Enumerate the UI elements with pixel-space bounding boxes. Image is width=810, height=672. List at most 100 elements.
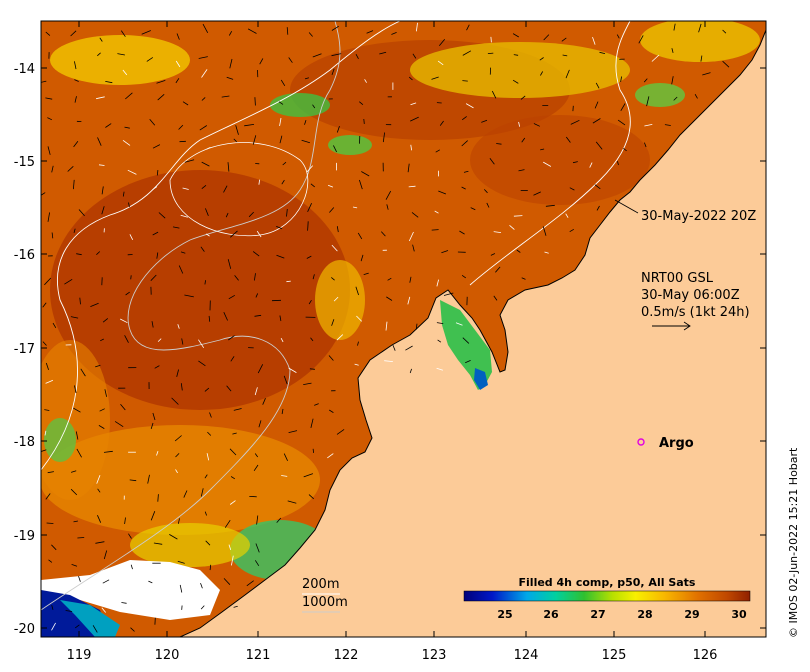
current-vector xyxy=(47,212,50,222)
current-vector xyxy=(623,147,627,152)
current-vector xyxy=(141,30,151,35)
current-vector xyxy=(646,96,650,107)
current-vector xyxy=(465,103,474,109)
current-vector xyxy=(225,212,229,218)
current-vector xyxy=(436,279,439,287)
current-vector xyxy=(328,355,334,361)
current-vector xyxy=(545,204,555,207)
current-vector xyxy=(44,430,47,436)
current-vector xyxy=(540,148,545,151)
current-vector xyxy=(45,31,51,36)
current-vector xyxy=(47,117,53,121)
current-vector xyxy=(379,51,387,55)
current-vector xyxy=(673,96,678,101)
current-vector xyxy=(255,293,259,298)
current-vector xyxy=(431,229,439,231)
current-vector xyxy=(232,432,237,435)
current-vector xyxy=(70,30,77,37)
current-vector xyxy=(204,474,208,479)
current-vector xyxy=(366,30,374,34)
current-vector xyxy=(73,179,75,190)
current-vector xyxy=(364,79,367,83)
current-vector xyxy=(327,184,334,188)
current-vector xyxy=(303,382,312,385)
current-vector xyxy=(128,533,132,539)
current-vector xyxy=(415,323,418,330)
current-vector xyxy=(262,398,266,405)
current-vector xyxy=(331,319,335,326)
coastline xyxy=(179,29,766,637)
current-vector xyxy=(620,76,622,82)
current-vector xyxy=(180,251,186,254)
current-vector xyxy=(122,139,131,146)
current-vector xyxy=(569,187,575,191)
current-vector xyxy=(175,453,180,458)
current-vector xyxy=(202,23,209,33)
current-vector xyxy=(542,226,547,236)
current-vector xyxy=(382,132,385,143)
current-vector xyxy=(45,97,53,100)
current-vector xyxy=(592,36,596,45)
current-vector xyxy=(516,249,521,253)
current-vector xyxy=(310,183,315,188)
current-vector xyxy=(78,575,81,582)
current-vector xyxy=(594,184,601,190)
current-vector xyxy=(301,139,311,144)
current-vector xyxy=(235,125,239,135)
current-vector xyxy=(533,123,540,127)
current-vector xyxy=(178,518,180,524)
colorbar-ticks: 25 26 27 28 29 30 xyxy=(497,608,747,621)
argo-label: Argo xyxy=(659,436,694,451)
current-vector xyxy=(44,409,50,411)
current-vector xyxy=(392,344,396,351)
current-vector xyxy=(288,367,297,373)
current-vector xyxy=(152,144,161,149)
current-vector xyxy=(179,584,183,593)
current-vector xyxy=(561,37,567,42)
current-vector xyxy=(438,39,446,47)
current-vector xyxy=(409,368,412,374)
current-vector xyxy=(286,280,291,283)
current-product-label: NRT00 GSL xyxy=(641,271,714,286)
current-vector xyxy=(518,169,525,172)
current-vector xyxy=(256,230,262,238)
current-vector xyxy=(356,315,363,322)
current-vector xyxy=(182,187,189,190)
current-vector xyxy=(77,537,85,539)
y-tick-label: -19 xyxy=(14,529,35,544)
current-vector xyxy=(357,341,359,346)
current-vector xyxy=(78,209,85,217)
current-vector xyxy=(462,50,472,56)
current-vector xyxy=(465,360,471,364)
x-tick-label: 124 xyxy=(514,648,539,663)
current-vector xyxy=(283,375,288,385)
x-tick-labels: 119 120 121 122 123 124 125 126 xyxy=(67,648,718,663)
contour-1000m-legend: 1000m xyxy=(302,595,348,610)
current-vector xyxy=(521,277,526,280)
current-vector xyxy=(184,294,194,298)
current-vector xyxy=(385,321,388,331)
current-vector xyxy=(51,165,54,173)
current-vector xyxy=(592,118,601,124)
current-vector xyxy=(310,337,314,342)
current-vector xyxy=(101,206,105,215)
current-vector xyxy=(384,360,393,362)
current-vector xyxy=(76,448,82,458)
current-vector xyxy=(336,429,345,435)
current-vector xyxy=(470,207,476,211)
current-vector xyxy=(206,453,210,461)
current-vector xyxy=(258,420,262,428)
current-vector xyxy=(333,145,337,153)
current-vector xyxy=(96,96,105,100)
current-vector xyxy=(246,580,254,587)
current-vector xyxy=(461,274,467,279)
current-vector xyxy=(124,335,129,343)
current-vector xyxy=(570,119,580,125)
warm-patch-east xyxy=(470,115,650,205)
current-vector xyxy=(92,625,98,633)
current-vector xyxy=(230,476,236,480)
current-vector xyxy=(490,253,496,256)
current-vector xyxy=(204,387,210,392)
current-vector xyxy=(644,124,653,127)
current-vector xyxy=(255,543,260,553)
